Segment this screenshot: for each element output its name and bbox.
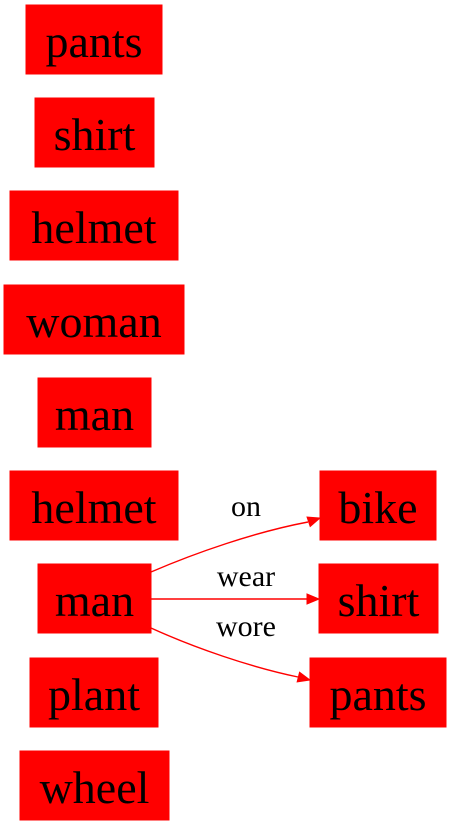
node-label: shirt (338, 575, 420, 626)
edge-line (150, 627, 299, 678)
node-label: plant (48, 669, 140, 720)
nodes-layer: pants shirt helmet woman man helmet man plant wh… (3, 4, 447, 821)
node-label: pants (45, 16, 142, 67)
node-box (309, 657, 447, 728)
node-box (29, 657, 159, 728)
node-man: man (37, 377, 152, 448)
node-pants: pants (309, 657, 447, 728)
edge-on: on (150, 490, 322, 573)
node-woman: woman (3, 284, 185, 355)
arrowhead-icon (306, 593, 321, 605)
edges-layer: on wear wore (150, 490, 322, 683)
node-box (34, 97, 155, 168)
node-helmet: helmet (9, 470, 179, 541)
node-label: wheel (40, 762, 150, 813)
arrowhead-icon (296, 671, 312, 683)
node-box (319, 470, 437, 541)
node-plant: plant (29, 657, 159, 728)
node-box (37, 377, 152, 448)
edge-label: wear (217, 560, 275, 593)
node-box (25, 4, 163, 75)
node-label: woman (26, 296, 161, 347)
edge-wore: wore (150, 610, 312, 683)
node-label: pants (329, 669, 426, 720)
node-label: bike (338, 482, 417, 533)
node-box (9, 470, 179, 541)
node-man: man (37, 563, 152, 634)
node-shirt: shirt (34, 97, 155, 168)
edge-wear: wear (151, 560, 321, 605)
node-label: helmet (31, 202, 156, 253)
node-helmet: helmet (9, 190, 179, 261)
node-label: man (55, 389, 134, 440)
node-wheel: wheel (19, 750, 170, 821)
node-box (37, 563, 152, 634)
edge-label: on (231, 490, 261, 523)
node-bike: bike (319, 470, 437, 541)
node-box (3, 284, 185, 355)
node-label: shirt (54, 109, 136, 160)
node-box (9, 190, 179, 261)
edge-line (150, 521, 309, 573)
edge-label: wore (216, 610, 276, 643)
node-label: helmet (31, 482, 156, 533)
arrowhead-icon (306, 516, 322, 528)
node-shirt: shirt (318, 563, 439, 634)
node-box (318, 563, 439, 634)
node-label: man (55, 575, 134, 626)
node-box (19, 750, 170, 821)
node-pants: pants (25, 4, 163, 75)
